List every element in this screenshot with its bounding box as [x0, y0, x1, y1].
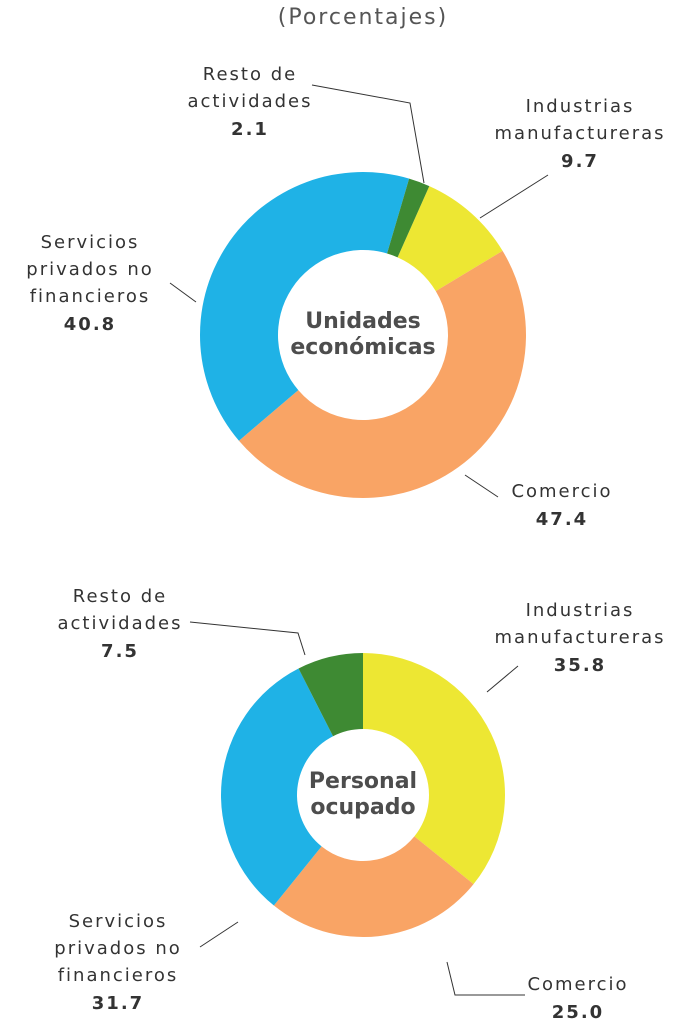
donut-slice	[363, 653, 506, 885]
subtitle: (Porcentajes)	[278, 5, 448, 30]
donut-slice	[238, 250, 527, 498]
slice-label: Servicios	[41, 232, 140, 253]
slice-value: 25.0	[552, 1002, 604, 1022]
leader-line	[479, 174, 549, 219]
slice-label: actividades	[58, 613, 183, 634]
center-label: Unidades	[305, 309, 420, 334]
leader-line	[189, 621, 306, 656]
slice-value: 31.7	[92, 993, 144, 1014]
slice-label: Comercio	[511, 481, 612, 502]
donut-slice	[397, 186, 503, 292]
slice-value: 47.4	[536, 509, 588, 530]
leader-line	[311, 84, 425, 184]
leader-line	[199, 921, 239, 948]
donut-slice	[298, 653, 363, 737]
slice-label: manufactureras	[495, 627, 666, 648]
donut-slice	[221, 668, 334, 906]
donut-slice	[387, 178, 430, 258]
slice-label: privados no	[26, 259, 153, 280]
slice-value: 2.1	[231, 119, 269, 140]
donut-slice	[273, 836, 474, 937]
slice-label: Comercio	[527, 974, 628, 995]
leader-line	[486, 665, 519, 693]
center-label: económicas	[290, 335, 435, 360]
donut-slice	[200, 171, 410, 441]
leader-line	[446, 961, 525, 996]
center-label: Personal	[309, 769, 417, 794]
slice-value: 9.7	[561, 151, 599, 172]
slice-label: actividades	[188, 91, 313, 112]
center-label: ocupado	[310, 795, 415, 820]
slice-value: 40.8	[64, 314, 116, 335]
slice-label: Resto de	[73, 586, 167, 607]
slice-label: financieros	[30, 286, 151, 307]
slice-label: privados no	[54, 938, 181, 959]
slice-label: Industrias	[526, 96, 635, 117]
slice-label: Industrias	[526, 600, 635, 621]
leader-line	[169, 282, 197, 303]
leader-line	[464, 474, 499, 498]
slice-label: manufactureras	[495, 123, 666, 144]
slice-value: 7.5	[101, 641, 139, 662]
slice-label: financieros	[58, 965, 179, 986]
slice-value: 35.8	[554, 655, 606, 676]
slice-label: Servicios	[69, 911, 168, 932]
slice-label: Resto de	[203, 64, 297, 85]
